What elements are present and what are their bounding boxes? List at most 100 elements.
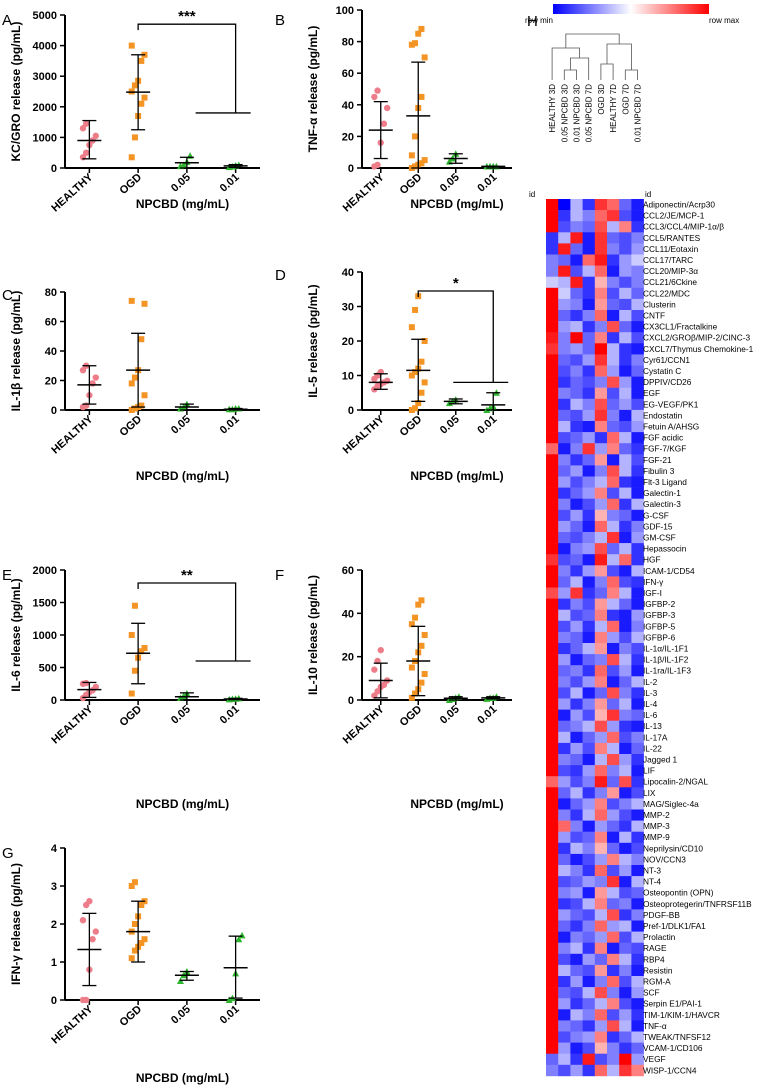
heatmap-cell [619, 920, 632, 932]
heatmap-cell [558, 1009, 571, 1021]
heatmap-row-label: Hepassocin [643, 544, 687, 554]
heatmap-cell [582, 942, 596, 955]
heatmap-cell [619, 787, 632, 799]
heatmap-cell [619, 1053, 632, 1066]
heatmap-cell [631, 454, 644, 466]
heatmap-row-label: RBP4 [643, 954, 665, 964]
heatmap-column-label: OGD 7D [621, 84, 630, 115]
heatmap-cell [594, 609, 608, 622]
heatmap-cell [570, 776, 583, 788]
heatmap-cell [607, 376, 620, 388]
data-point-ogd [412, 40, 419, 47]
heatmap-column-label: 0.01 NPCBD 7D [634, 84, 643, 142]
heatmap-cell [631, 620, 644, 633]
data-point-healthy [371, 666, 378, 673]
heatmap-cell [558, 942, 571, 955]
data-point-ogd [138, 57, 145, 64]
heatmap-row-label: TNF-α [643, 1021, 667, 1031]
heatmap-cell [631, 665, 644, 677]
panel-label: E [2, 567, 12, 584]
heatmap-cell [582, 976, 596, 988]
heatmap-cell [619, 1064, 632, 1077]
heatmap-cell [558, 576, 571, 588]
heatmap-cell [619, 387, 632, 400]
heatmap-cell [582, 676, 596, 688]
heatmap-cell [570, 631, 583, 644]
heatmap-cell [619, 887, 632, 899]
heatmap-cell [594, 587, 608, 599]
heatmap-cell [594, 731, 608, 744]
data-point-ogd [128, 380, 135, 387]
heatmap-cell [631, 1031, 644, 1043]
heatmap-cell [582, 631, 596, 644]
y-tick-label: 2000 [33, 565, 57, 577]
heatmap-row-label: Neprilysin/CD10 [643, 843, 703, 853]
data-point-ogd [415, 400, 422, 407]
heatmap-cell [594, 909, 608, 921]
data-point-ogd [408, 152, 415, 159]
heatmap-cell [558, 421, 571, 433]
heatmap-row-label: HGF [643, 555, 661, 565]
heatmap-cell [546, 953, 559, 966]
heatmap-row-label: LIF [643, 766, 655, 776]
heatmap-cell [594, 576, 608, 588]
heatmap-cell [619, 509, 632, 522]
heatmap-cell [607, 909, 620, 921]
y-tick-label: 3000 [33, 71, 57, 83]
data-point-ogd [128, 690, 135, 697]
heatmap-cell [619, 876, 632, 888]
heatmap-cell [558, 210, 571, 222]
heatmap-cell [570, 376, 583, 388]
heatmap-cell [546, 598, 559, 610]
x-tick-label-ogd: OGD [117, 703, 144, 729]
heatmap-cell [558, 298, 571, 311]
heatmap-cell [631, 1009, 644, 1021]
heatmap-cell [631, 520, 644, 533]
heatmap-cell [570, 754, 583, 766]
heatmap-cell [582, 720, 596, 733]
heatmap-cell [594, 987, 608, 999]
heatmap-cell [619, 831, 632, 844]
heatmap-cell [619, 343, 632, 355]
y-tick-label: 2000 [33, 102, 57, 114]
significance-stars: * [453, 275, 459, 292]
heatmap-cell [558, 976, 571, 988]
data-point-ogd [408, 324, 415, 331]
heatmap-cell [594, 454, 608, 466]
heatmap-cell [594, 865, 608, 877]
data-point-healthy [82, 120, 90, 127]
heatmap-row-label: IL-22 [643, 743, 662, 753]
heatmap-cell [594, 643, 608, 655]
heatmap-cell [594, 421, 608, 433]
y-tick-label: 20 [342, 336, 354, 348]
heatmap-cell [582, 698, 596, 710]
heatmap-row-label: Galectin-3 [643, 499, 681, 509]
heatmap-cell [558, 532, 571, 544]
y-axis-label: IL-5 release (pg/mL) [306, 284, 320, 397]
heatmap-cell [546, 387, 559, 400]
heatmap-cell [619, 931, 632, 943]
heatmap-cell [607, 598, 620, 610]
heatmap-cell [582, 809, 596, 821]
heatmap-cell [631, 287, 644, 300]
id-label-right: id [645, 190, 651, 199]
data-point-ogd [408, 621, 415, 628]
data-point-healthy [371, 93, 378, 101]
panel-c: C 0 20 40 60 80 IL-1β release (pg/mL) HEALTHY OG… [2, 287, 260, 483]
heatmap-cell [631, 1042, 644, 1054]
heatmap-cell [594, 876, 608, 888]
panel-d: D 0 10 20 30 40 IL-5 release (pg/mL) HEALTHY OGD… [275, 267, 512, 483]
heatmap-cell [607, 343, 620, 355]
heatmap-cell [594, 1031, 608, 1043]
heatmap-cell [631, 298, 644, 311]
heatmap-cell [558, 654, 571, 666]
data-point-healthy [82, 402, 90, 409]
heatmap-cell [582, 842, 596, 855]
heatmap-cell [594, 243, 608, 255]
heatmap-cell [570, 532, 583, 544]
heatmap-cell [546, 465, 559, 477]
x-axis-label: NPCBD (mg/mL) [136, 197, 229, 211]
heatmap-cell [570, 576, 583, 588]
heatmap-cell [558, 998, 571, 1010]
heatmap-cell [619, 698, 632, 710]
